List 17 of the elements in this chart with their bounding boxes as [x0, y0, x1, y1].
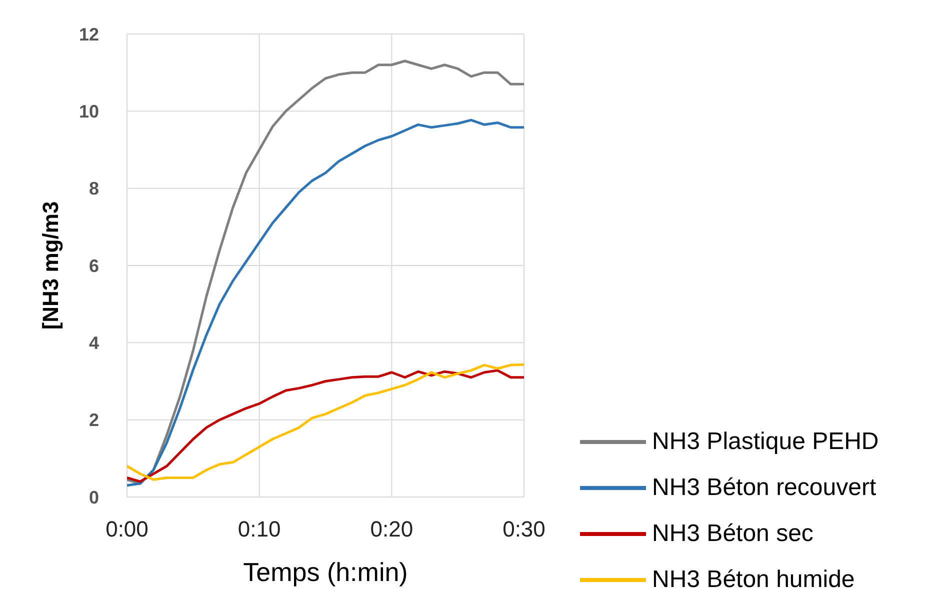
legend-label: NH3 Béton sec — [652, 520, 814, 548]
y-tick-label: 12 — [78, 24, 99, 44]
y-tick-label: 4 — [88, 333, 99, 354]
x-axis-title: Temps (h:min) — [243, 557, 408, 587]
x-tick-label: 0:30 — [502, 516, 546, 542]
y-tick-label: 2 — [88, 410, 99, 430]
y-tick-label: 0 — [88, 487, 99, 508]
x-tick-label: 0:20 — [370, 516, 414, 542]
x-tick-label: 0:10 — [238, 516, 281, 542]
legend-label: NH3 Plastique PEHD — [652, 428, 879, 456]
x-tick-label: 0:00 — [106, 516, 148, 542]
y-tick-label: 10 — [78, 102, 99, 122]
y-tick-label: 8 — [88, 178, 99, 199]
legend-label: NH3 Béton humide — [652, 566, 855, 594]
legend-label: NH3 Béton recouvert — [652, 474, 876, 502]
y-axis-title: [NH3 mg/m3 — [38, 201, 63, 330]
y-tick-label: 6 — [88, 256, 99, 276]
